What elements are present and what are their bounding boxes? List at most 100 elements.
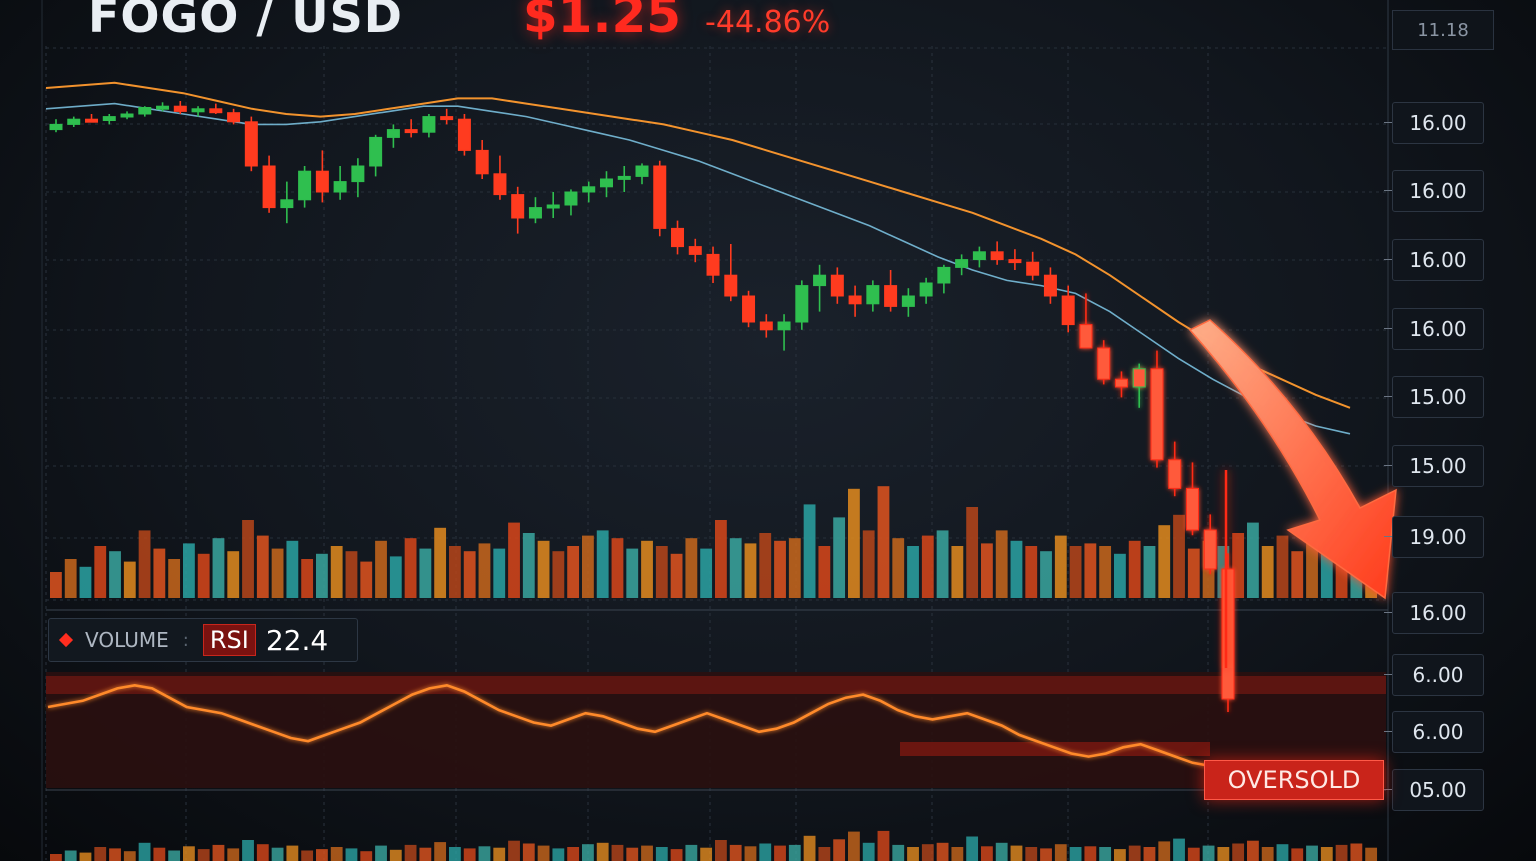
volume-bar-lower — [567, 847, 580, 861]
price-axis-label: 16.00 — [1392, 308, 1484, 350]
volume-bar-lower — [109, 848, 121, 861]
ma-fast-line — [45, 81, 1351, 409]
candle-body — [156, 105, 170, 110]
candle — [49, 119, 63, 133]
candle — [1132, 363, 1146, 408]
candle — [706, 246, 720, 283]
volume-bar-lower — [1276, 844, 1289, 861]
volume-bar — [271, 548, 284, 598]
volume-bar-lower — [508, 840, 520, 861]
candle-body — [617, 175, 631, 180]
axis-tick — [1384, 536, 1392, 537]
rsi-label: RSI — [202, 624, 256, 656]
volume-bar-lower — [256, 844, 269, 861]
volume-bar-lower — [877, 830, 890, 861]
price-axis-label: 16.00 — [1392, 170, 1484, 212]
candle — [759, 314, 773, 338]
volume-bar — [596, 530, 609, 598]
candle-body — [1132, 368, 1146, 388]
volume-bar — [537, 540, 550, 598]
candle — [1097, 340, 1111, 385]
candle — [1168, 441, 1182, 497]
price-axis-label: 6..00 — [1392, 711, 1484, 753]
volume-bar-lower — [478, 846, 491, 861]
volume-bar-lower — [995, 842, 1008, 861]
volume-bar — [1010, 540, 1023, 598]
volume-bar — [168, 559, 181, 598]
volume-bar-lower — [1261, 847, 1274, 861]
volume-bar-lower — [271, 847, 284, 861]
candle — [546, 192, 560, 218]
volume-bar-lower — [1040, 848, 1052, 861]
top-right-value: 11.18 — [1392, 10, 1494, 50]
volume-bar-lower — [153, 847, 166, 861]
volume-bar-lower — [833, 839, 846, 861]
volume-bar-lower — [404, 844, 417, 861]
volume-bar-lower — [242, 840, 254, 861]
volume-bar — [611, 538, 624, 598]
indicator-legend[interactable]: VOLUME : RSI 22.4 — [48, 618, 358, 662]
candle — [919, 277, 933, 304]
candle-body — [102, 116, 116, 121]
volume-bar — [655, 546, 668, 598]
volume-bar-lower — [79, 852, 92, 861]
volume-bar-lower — [1232, 843, 1245, 861]
candle-body — [724, 274, 738, 297]
candle — [813, 264, 827, 312]
axis-tick — [1384, 789, 1392, 790]
volume-bar — [1025, 546, 1038, 598]
candle — [493, 155, 507, 200]
volume-bar — [848, 488, 860, 598]
volume-bar-lower — [1143, 847, 1156, 861]
volume-bar-lower — [862, 842, 875, 861]
volume-bar — [153, 548, 166, 598]
axis-tick — [1384, 190, 1392, 191]
rsi-line — [47, 683, 1211, 768]
volume-bar — [508, 522, 520, 598]
volume-bar-lower — [389, 849, 402, 861]
candle-body — [209, 108, 223, 114]
volume-bar — [803, 504, 816, 598]
volume-bar — [567, 546, 580, 598]
volume-bar — [123, 561, 136, 598]
axis-tick — [1384, 731, 1392, 732]
candle — [1185, 462, 1199, 536]
volume-bar-lower — [375, 845, 387, 861]
current-price: $1.25 — [522, 0, 682, 44]
volume-bar-lower — [596, 842, 609, 861]
volume-bar-lower — [463, 848, 476, 861]
candle — [884, 270, 898, 312]
volume-bar-lower — [1306, 845, 1318, 861]
price-axis-label: 6..00 — [1392, 654, 1484, 696]
volume-bar — [1173, 514, 1185, 598]
volume-bar-lower — [700, 847, 713, 861]
volume-bar-lower — [655, 847, 668, 861]
candle — [244, 116, 258, 172]
candle — [795, 280, 809, 330]
volume-bar — [951, 546, 964, 598]
candle-body — [813, 274, 827, 287]
candle — [830, 267, 844, 304]
candle — [67, 116, 81, 127]
volume-bar — [360, 561, 373, 598]
volume-bar-lower — [197, 849, 210, 861]
volume-bar — [774, 540, 786, 598]
volume-bar-lower — [759, 843, 772, 861]
candle-body — [511, 194, 525, 219]
candle-body — [493, 173, 507, 196]
volume-bar-lower — [1187, 847, 1200, 861]
candle-body — [457, 118, 471, 151]
candle-body — [244, 121, 258, 167]
volume-bar-lower — [212, 844, 225, 861]
volume-bar-lower — [685, 844, 698, 861]
volume-bar — [1232, 533, 1245, 598]
volume-label: VOLUME — [85, 628, 169, 652]
axis-tick — [1384, 328, 1392, 329]
volume-bar-lower — [803, 835, 816, 861]
candle — [440, 108, 454, 125]
candle-body — [173, 105, 187, 112]
candle-body — [706, 253, 720, 276]
volume-bar-lower — [183, 846, 195, 861]
candle — [617, 166, 631, 192]
